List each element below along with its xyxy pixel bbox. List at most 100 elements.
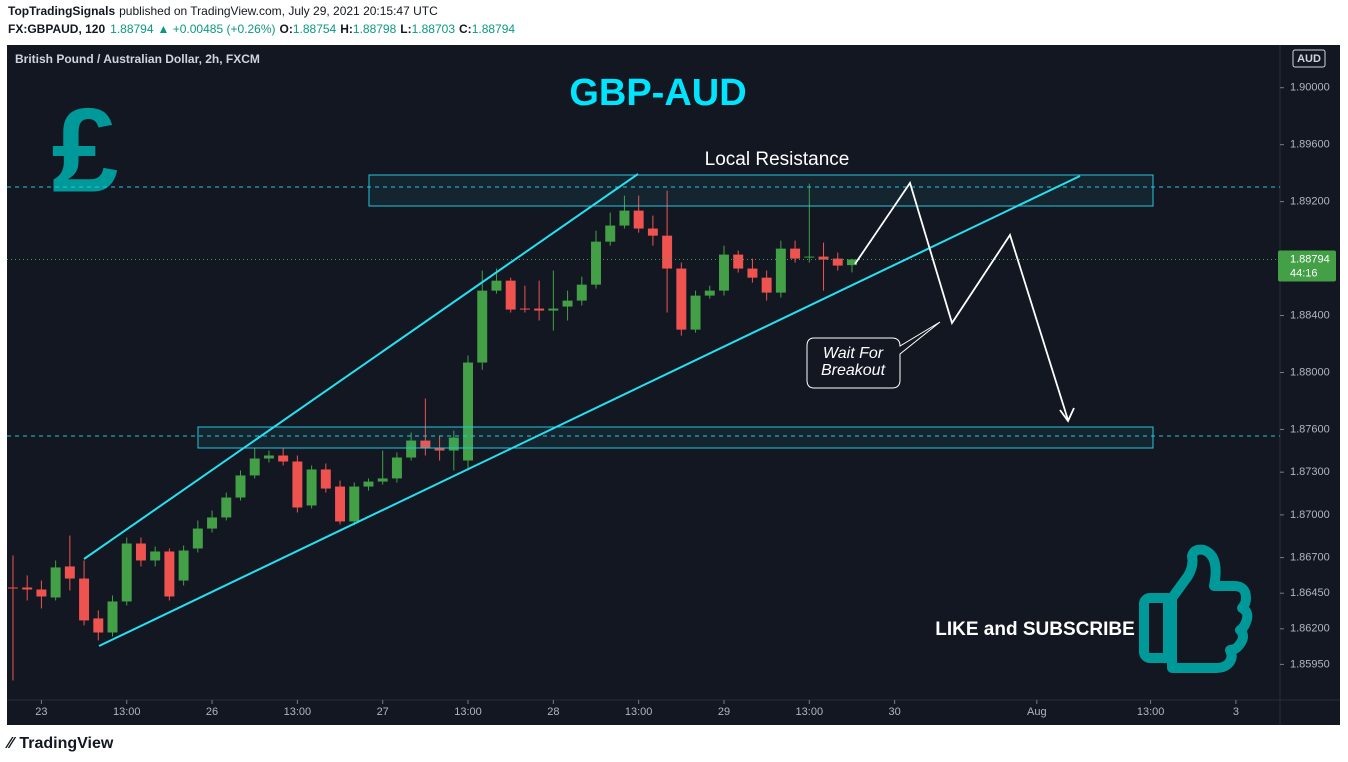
candle-body <box>263 455 274 459</box>
legend: British Pound / Australian Dollar, 2h, F… <box>15 52 260 66</box>
candle-body <box>391 457 402 479</box>
candle-body <box>832 258 843 266</box>
y-tick-label: 1.88000 <box>1290 366 1330 378</box>
candle-body <box>804 256 815 258</box>
callout-box <box>806 321 941 389</box>
candle-body <box>320 469 331 489</box>
candle-body <box>164 551 175 597</box>
x-tick-label: 13:00 <box>284 706 312 718</box>
y-tick-label: 1.87000 <box>1290 509 1330 521</box>
candle-body <box>647 228 658 236</box>
x-tick-label: 23 <box>35 706 47 718</box>
price-badge-value: 1.88794 <box>1290 253 1330 265</box>
x-tick-label: 26 <box>206 706 218 718</box>
h-label: H: <box>340 22 353 36</box>
l-label: L: <box>400 22 411 36</box>
x-tick-label: 13:00 <box>454 706 482 718</box>
currency-icon: £ <box>52 84 119 218</box>
candle-body <box>22 587 33 590</box>
x-tick-label: 13:00 <box>625 706 653 718</box>
price-badge <box>1278 250 1336 282</box>
callout-line: Breakout <box>821 362 886 379</box>
publisher: TopTradingSignals <box>8 4 115 18</box>
x-tick-label: Aug <box>1027 706 1047 718</box>
candle-body <box>562 300 573 307</box>
candle-body <box>519 308 530 310</box>
candle-body <box>761 277 772 293</box>
candle-body <box>192 528 203 549</box>
chart-area <box>7 45 1340 725</box>
candle-body <box>292 461 303 508</box>
footer-logo: ⁄⁄ TradingView <box>5 735 114 752</box>
y-tick-label: 1.86700 <box>1290 552 1330 564</box>
candle-body <box>477 290 488 363</box>
candle-body <box>747 268 758 278</box>
y-tick-label: 1.87600 <box>1290 423 1330 435</box>
candle-body <box>420 440 431 449</box>
candle-body <box>733 254 744 269</box>
candle-body <box>548 308 559 311</box>
candle-body <box>846 259 857 266</box>
y-tick-label: 1.89600 <box>1290 139 1330 151</box>
candle-body <box>377 478 388 482</box>
c-value: 1.88794 <box>472 22 516 36</box>
candle-body <box>107 601 118 633</box>
candle-body <box>505 280 516 310</box>
callout-line: Wait For <box>823 345 884 362</box>
candle-body <box>775 248 786 293</box>
candle-body <box>818 256 829 260</box>
y-tick-label: 1.87300 <box>1290 466 1330 478</box>
candle-body <box>534 308 545 311</box>
candle-body <box>662 235 673 269</box>
candle-body <box>491 280 502 291</box>
header-line: TopTradingSignals published on TradingVie… <box>8 4 438 18</box>
channel-lower <box>98 175 1081 647</box>
title: GBP-AUD <box>569 72 746 114</box>
y-tick-label: 1.90000 <box>1290 82 1330 94</box>
x-tick-label: 29 <box>718 706 730 718</box>
candle-body <box>676 268 687 330</box>
candle-body <box>335 486 346 522</box>
support-zone <box>197 426 1154 449</box>
candle-body <box>135 543 146 561</box>
candle-body <box>719 254 729 291</box>
candle-body <box>406 440 417 458</box>
y-tick-label: 1.88400 <box>1290 309 1330 321</box>
c-label: C: <box>459 22 472 36</box>
projection-path <box>854 180 1069 421</box>
published: published on TradingView.com, July 29, 2… <box>119 4 438 18</box>
candle-body <box>591 241 601 285</box>
y-tick-label: 1.89200 <box>1290 196 1330 208</box>
x-tick-label: 13:00 <box>1137 706 1165 718</box>
candle-body <box>64 566 75 579</box>
candle-body <box>235 475 246 498</box>
candle-body <box>633 210 644 229</box>
symbol: FX:GBPAUD, 120 <box>8 22 105 36</box>
candle-body <box>619 210 630 226</box>
candle-body <box>576 284 587 301</box>
candle-body <box>221 497 232 518</box>
thumbs-up-icon <box>1139 544 1253 673</box>
candle-body <box>434 448 445 451</box>
candle-body <box>36 589 47 597</box>
candle-body <box>178 550 189 581</box>
candle-body <box>79 578 90 621</box>
candle-body <box>605 225 616 242</box>
candle-body <box>93 618 104 633</box>
y-tick-label: 1.86200 <box>1290 623 1330 635</box>
currency: AUD <box>1297 53 1321 65</box>
candle-body <box>278 455 289 462</box>
h-value: 1.88798 <box>353 22 397 36</box>
x-tick-label: 13:00 <box>113 706 141 718</box>
footer-brand: TradingView <box>19 735 114 752</box>
change: ▲ +0.00485 (+0.26%) <box>158 22 276 36</box>
candle-body <box>349 486 360 522</box>
o-label: O: <box>280 22 293 36</box>
x-tick-label: 3 <box>1233 706 1239 718</box>
y-tick-label: 1.86450 <box>1290 587 1330 599</box>
drawings <box>7 173 1280 673</box>
candle-body <box>121 543 132 602</box>
channel-upper <box>83 173 639 560</box>
l-value: 1.88703 <box>412 22 456 36</box>
